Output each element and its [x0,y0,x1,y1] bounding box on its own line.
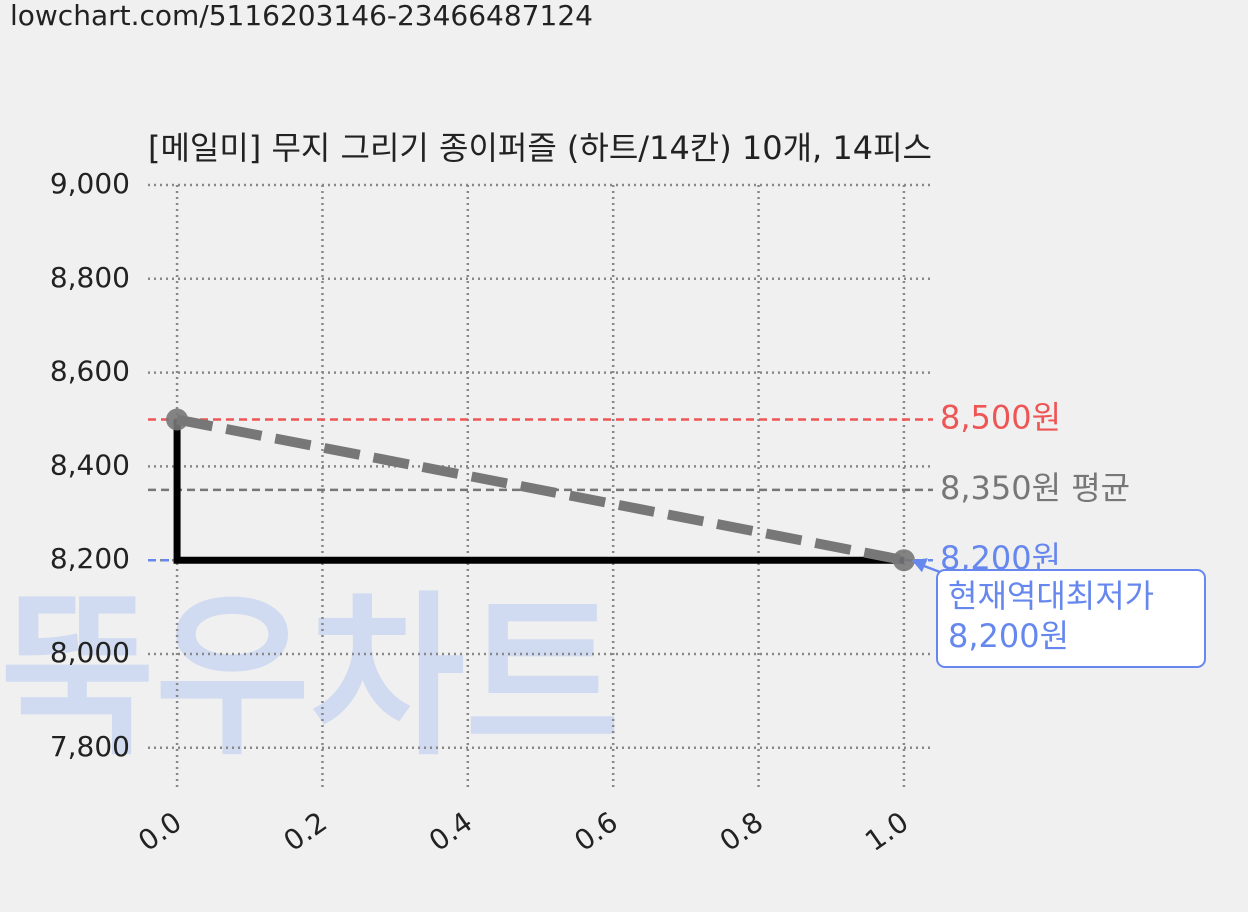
point-marker [892,549,915,572]
annotation-text: 8,200원 [948,617,1069,655]
y-tick-label: 8,800 [50,261,130,294]
x-tick-label: 1.0 [859,805,914,858]
chart-title: [메일미] 무지 그리기 종이퍼즐 (하트/14칸) 10개, 14피스 [148,129,932,167]
y-tick-label: 8,600 [50,355,130,388]
point-marker [166,408,189,431]
reference-label: 8,350원 평균 [940,469,1130,507]
x-tick-label: 0.0 [132,805,187,858]
x-tick-label: 0.8 [714,805,769,858]
series-line [173,419,904,564]
annotation-text: 현재역대최저가 [948,577,1154,615]
arrow-head [911,558,928,573]
x-tick-label: 0.2 [278,805,333,858]
series-line [176,414,905,566]
y-tick-label: 9,000 [50,167,130,200]
y-tick-label: 8,400 [50,448,130,481]
y-tick-label: 8,000 [50,636,130,669]
x-tick-label: 0.6 [568,805,623,858]
y-tick-label: 8,200 [50,542,130,575]
y-tick-label: 7,800 [50,730,130,763]
x-tick-label: 0.4 [423,805,478,858]
watermark: 뚝우차트 [0,577,620,780]
reference-label: 8,500원 [940,398,1061,436]
annotation-box [936,569,1206,668]
source-url: lowchart.com/5116203146-23466487124 [10,0,593,32]
